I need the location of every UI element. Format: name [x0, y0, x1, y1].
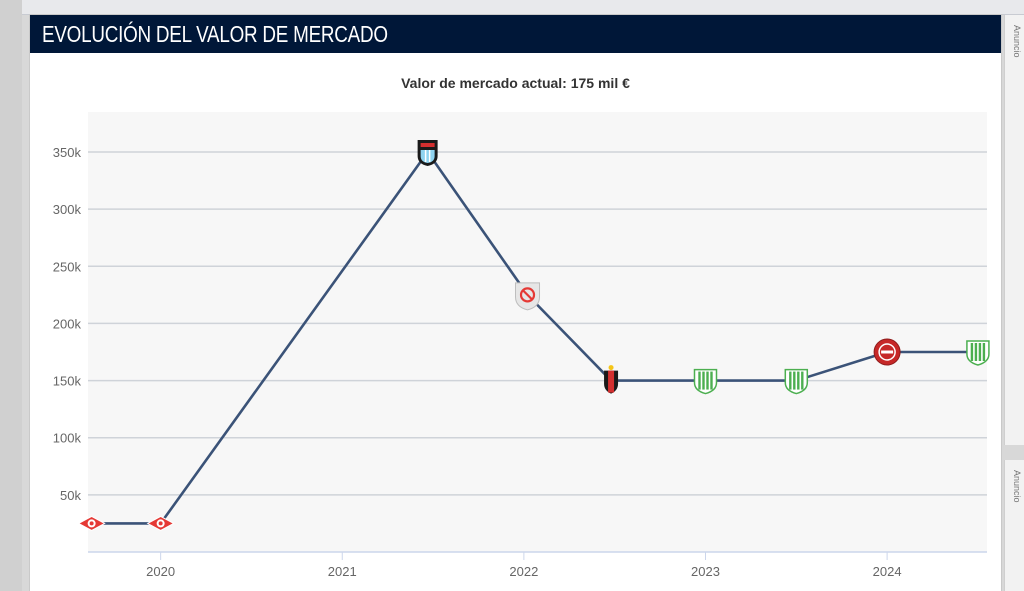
y-tick-label: 300k — [53, 202, 82, 217]
y-tick-label: 200k — [53, 316, 82, 331]
right-ad-panel — [1004, 15, 1024, 445]
y-tick-label: 350k — [53, 145, 82, 160]
ad-label-lower: Anuncio — [1012, 470, 1022, 503]
club-red-badge — [146, 515, 175, 531]
y-tick-label: 250k — [53, 259, 82, 274]
plot-area — [88, 112, 987, 552]
top-page-strip — [22, 0, 1024, 15]
y-tick-label: 150k — [53, 374, 82, 389]
club-red-badge — [77, 515, 106, 531]
y-tick-label: 100k — [53, 431, 82, 446]
left-page-strip — [0, 0, 22, 591]
x-tick-label: 2022 — [509, 564, 538, 579]
y-tick-label: 50k — [60, 488, 81, 503]
ad-label: Anuncio — [1012, 25, 1022, 58]
club-green-badge — [966, 340, 990, 366]
x-tick-label: 2021 — [328, 564, 357, 579]
club-red-round-badge — [873, 338, 901, 366]
market-value-chart: 50k 100k 150k 200k 250k 300k 350k 2020 2021 2022 2… — [53, 112, 990, 579]
card-title: EVOLUCIÓN DEL VALOR DE MERCADO — [42, 21, 388, 47]
right-ad-panel-lower — [1004, 460, 1024, 591]
club-forbidden-badge — [515, 282, 541, 311]
club-celeste-badge — [417, 140, 438, 166]
club-redblack-badge — [604, 365, 619, 394]
market-value-card: EVOLUCIÓN DEL VALOR DE MERCADO Valor de … — [30, 15, 1001, 591]
x-tick-label: 2024 — [873, 564, 902, 579]
card-header: EVOLUCIÓN DEL VALOR DE MERCADO — [30, 15, 1001, 53]
club-green-badge — [693, 368, 718, 395]
x-tick-label: 2020 — [146, 564, 175, 579]
x-tick-label: 2023 — [691, 564, 720, 579]
chart-title: Valor de mercado actual: 175 mil € — [401, 75, 630, 91]
club-green-badge — [784, 368, 809, 395]
